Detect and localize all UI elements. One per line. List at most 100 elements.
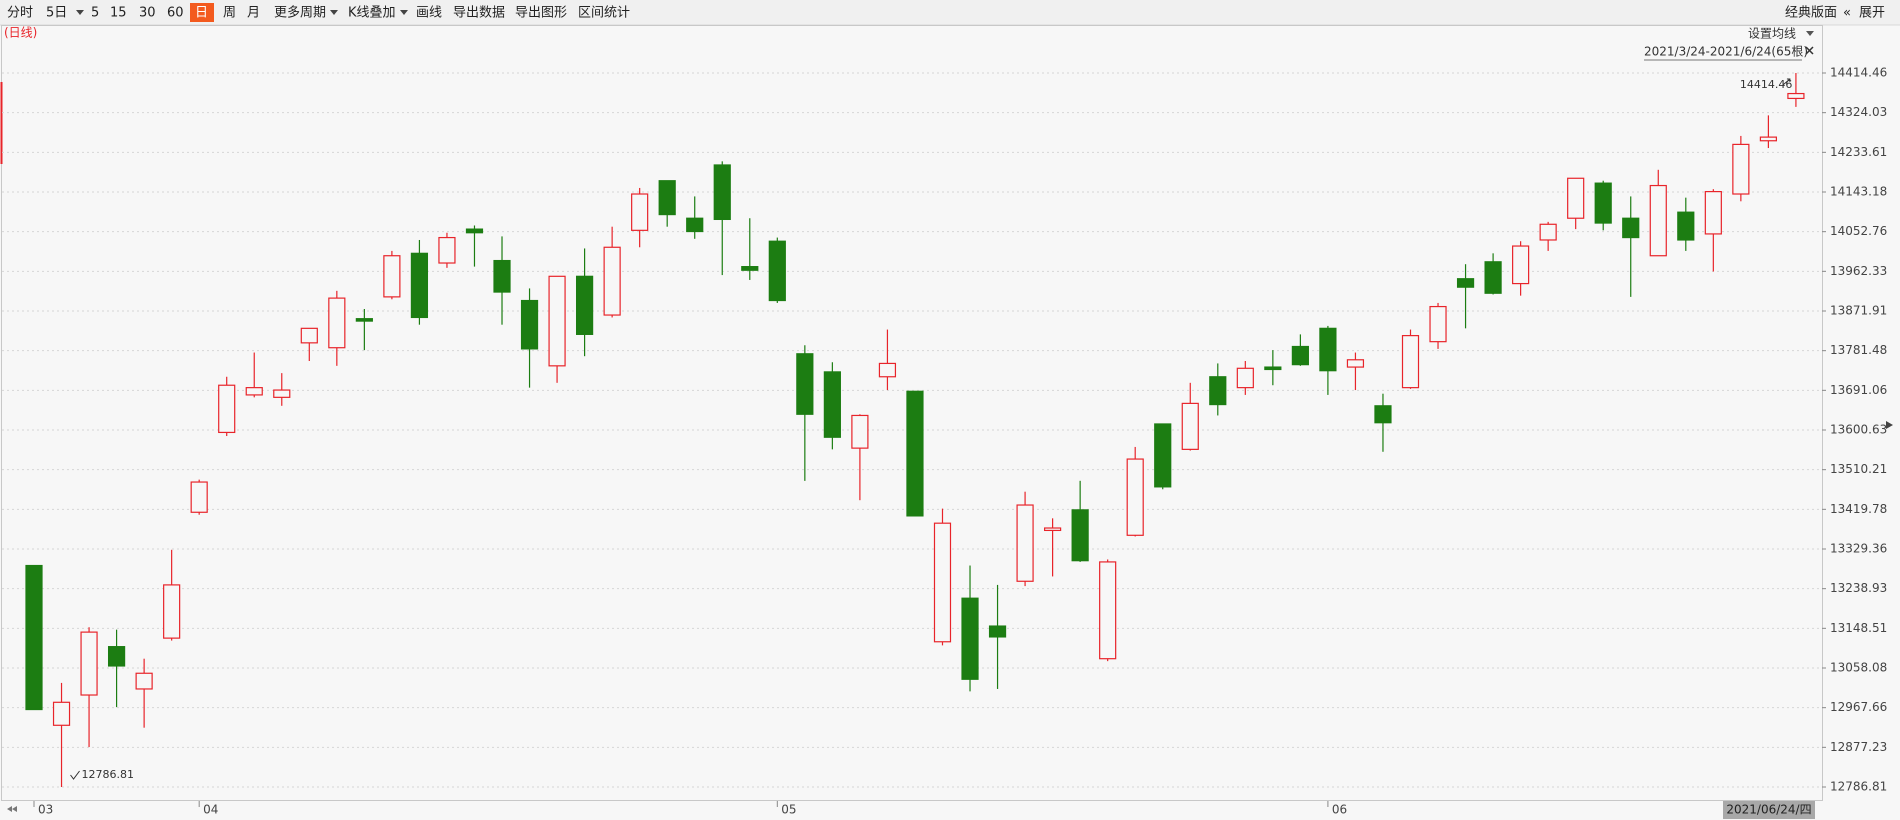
candle-body bbox=[80, 631, 98, 696]
candle-body bbox=[1512, 245, 1530, 285]
candle-body bbox=[190, 481, 208, 513]
candle-body bbox=[52, 701, 71, 726]
candle-body bbox=[1787, 92, 1805, 100]
toolbar-active-bg bbox=[190, 3, 214, 22]
candle-body bbox=[273, 389, 291, 398]
candle-body bbox=[741, 266, 759, 271]
toolbar-item[interactable]: 导出图形 bbox=[515, 6, 567, 21]
toolbar-right-item[interactable]: 经典版面 bbox=[1785, 6, 1837, 21]
candle-body bbox=[1677, 211, 1695, 241]
ma-setting[interactable]: 设置均线 bbox=[1748, 27, 1796, 41]
toolbar-item[interactable]: 导出数据 bbox=[453, 6, 505, 21]
candle-body bbox=[493, 259, 511, 293]
candle-body bbox=[851, 414, 869, 449]
candle-body bbox=[218, 384, 236, 434]
plot-border bbox=[1, 25, 1823, 801]
candle-body bbox=[768, 240, 786, 302]
candle-body bbox=[631, 193, 649, 231]
y-tick-label: 14233.61 bbox=[1830, 145, 1887, 159]
candle-body bbox=[163, 584, 181, 639]
candle-body bbox=[245, 387, 263, 396]
candle-body bbox=[465, 228, 484, 234]
x-tick-label: 05 bbox=[781, 803, 796, 817]
candle-body bbox=[548, 275, 566, 367]
candle-body bbox=[575, 275, 594, 335]
max-arrow bbox=[1782, 78, 1791, 86]
toolbar-item[interactable]: K线叠加 bbox=[348, 6, 396, 21]
y-tick-label: 14414.46 bbox=[1830, 66, 1887, 80]
candle-body bbox=[410, 252, 429, 319]
y-tick-label: 13329.36 bbox=[1830, 542, 1887, 556]
candle-body bbox=[1016, 504, 1034, 582]
candle-body bbox=[107, 646, 126, 667]
y-tick-label: 13691.06 bbox=[1830, 383, 1887, 397]
x-tick-label: 06 bbox=[1332, 803, 1347, 817]
candle-body bbox=[933, 522, 952, 643]
dropdown-icon bbox=[400, 10, 408, 15]
candle-body bbox=[1291, 345, 1309, 366]
candle-body bbox=[1346, 359, 1365, 368]
period-label: (日线) bbox=[4, 26, 37, 40]
candle-body bbox=[1732, 143, 1750, 195]
toolbar-item[interactable]: 30 bbox=[139, 6, 156, 21]
candle-body bbox=[1759, 136, 1777, 142]
toolbar-item[interactable]: 区间统计 bbox=[578, 6, 630, 21]
candle-body bbox=[300, 327, 318, 344]
y-tick-label: 14143.18 bbox=[1830, 185, 1887, 199]
candle-body bbox=[1126, 458, 1144, 536]
x-tick-label: 04 bbox=[203, 803, 218, 817]
candle-body bbox=[1429, 305, 1447, 343]
y-tick-label: 12877.23 bbox=[1830, 740, 1887, 754]
candle-body bbox=[1071, 509, 1089, 562]
candle-body bbox=[796, 353, 814, 415]
toolbar-item[interactable]: 5 bbox=[91, 6, 99, 21]
candle-body bbox=[713, 164, 731, 221]
toolbar-item[interactable]: 更多周期 bbox=[274, 5, 326, 21]
cursor-label: 2021/06/24/四 bbox=[1726, 803, 1811, 817]
candle-body bbox=[906, 390, 924, 517]
candle-body bbox=[328, 297, 346, 349]
toolbar-item[interactable]: 分时 bbox=[7, 6, 33, 21]
y-tick-label: 13419.78 bbox=[1830, 502, 1887, 516]
candle-body bbox=[1649, 184, 1667, 257]
candle-body bbox=[961, 597, 979, 680]
candle-body bbox=[1044, 527, 1062, 532]
close-icon[interactable] bbox=[1805, 46, 1814, 55]
toolbar-item[interactable]: 日 bbox=[195, 6, 208, 21]
candle-body bbox=[383, 255, 401, 298]
candle-body bbox=[1154, 423, 1172, 488]
min-label: 12786.81 bbox=[82, 768, 135, 781]
candle-body bbox=[135, 672, 153, 690]
y-tick-label: 13510.21 bbox=[1830, 462, 1887, 476]
candle-body bbox=[1456, 278, 1475, 288]
candle-body bbox=[603, 246, 621, 316]
dropdown-icon bbox=[1806, 31, 1814, 36]
toolbar-item[interactable]: 周 bbox=[223, 6, 236, 21]
y-tick-label: 12967.66 bbox=[1830, 700, 1887, 714]
candle-body bbox=[438, 236, 456, 264]
candle-body bbox=[878, 362, 897, 378]
candle-body bbox=[1236, 367, 1254, 389]
candle-body bbox=[1319, 327, 1337, 372]
y-tick-label: 12786.81 bbox=[1830, 780, 1887, 794]
y-tick-label: 13058.08 bbox=[1830, 661, 1887, 675]
toolbar-item[interactable]: 60 bbox=[167, 6, 184, 21]
y-tick-label: 13781.48 bbox=[1830, 343, 1887, 357]
toolbar-right-item[interactable]: 展开 bbox=[1859, 6, 1885, 21]
candle-body bbox=[988, 625, 1007, 638]
candle-body bbox=[1181, 402, 1199, 450]
dropdown-icon bbox=[76, 10, 84, 15]
candle-body bbox=[1484, 261, 1502, 294]
y-tick-label: 13871.91 bbox=[1830, 304, 1887, 318]
scroll-left[interactable] bbox=[7, 806, 17, 812]
x-tick-label: 03 bbox=[38, 803, 53, 817]
toolbar-item[interactable]: 月 bbox=[247, 6, 260, 21]
candle-body bbox=[1622, 217, 1640, 239]
toolbar-item[interactable]: 15 bbox=[110, 6, 127, 21]
y-tick-label: 13148.51 bbox=[1830, 621, 1887, 635]
toolbar-item[interactable]: 5日 bbox=[46, 6, 67, 21]
candle-body bbox=[355, 318, 373, 322]
candle-body bbox=[1209, 376, 1227, 406]
toolbar-item[interactable]: 画线 bbox=[416, 6, 442, 21]
